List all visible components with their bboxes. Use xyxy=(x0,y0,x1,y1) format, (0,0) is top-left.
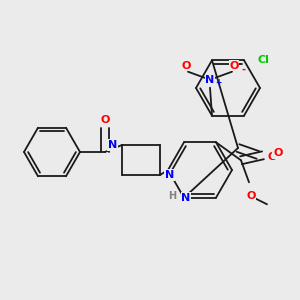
Text: N: N xyxy=(182,193,190,203)
Text: -: - xyxy=(242,65,246,75)
Text: N: N xyxy=(165,170,174,180)
Text: H: H xyxy=(168,191,176,201)
Text: N: N xyxy=(206,75,214,85)
Text: N: N xyxy=(108,140,117,150)
Text: O: O xyxy=(268,152,278,162)
Text: +: + xyxy=(215,78,221,87)
Text: O: O xyxy=(100,115,110,125)
Text: O: O xyxy=(181,61,191,71)
Text: O: O xyxy=(273,148,282,158)
Text: O: O xyxy=(246,191,256,201)
Text: O: O xyxy=(229,61,239,71)
Text: Cl: Cl xyxy=(258,55,270,65)
